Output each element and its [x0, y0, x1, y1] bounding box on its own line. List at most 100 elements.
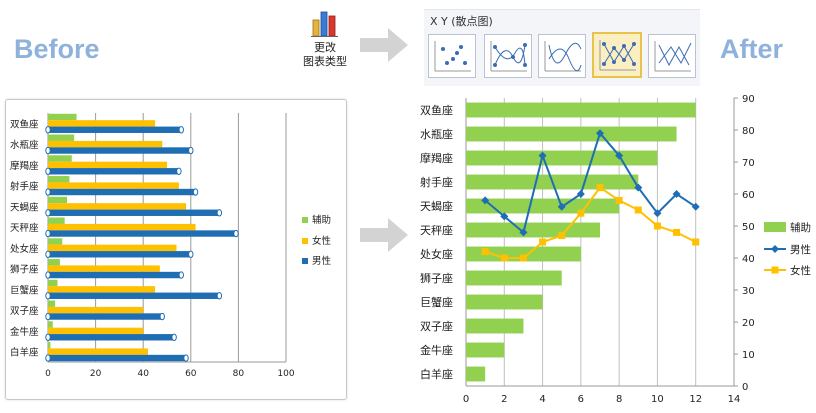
- scatter-straight-markers-icon: [599, 40, 636, 71]
- before-bar-handle-left: [45, 271, 51, 279]
- before-bar-handle-right: [188, 146, 194, 155]
- before-label: Before: [14, 34, 100, 64]
- before-category-label: 处女座: [10, 243, 39, 255]
- after-female-point: [481, 248, 489, 256]
- after-label: After: [720, 34, 784, 64]
- after-male-point: [538, 151, 547, 160]
- after-bar-assist: [466, 126, 677, 142]
- before-bar-female: [48, 306, 144, 314]
- after-x-tick-label: 12: [689, 394, 702, 405]
- change-chart-type-line1: 更改: [314, 41, 336, 54]
- scatter-straight-markers-option[interactable]: [592, 32, 642, 78]
- before-bar-handle-right: [216, 292, 223, 300]
- after-y2-tick-label: 30: [742, 286, 755, 297]
- before-bar-handle-right: [178, 126, 184, 134]
- before-chart-frame: 0 20 40 60 80 100 双鱼座 水瓶座 摩羯座 射手座 天蝎座 天秤座 处女座 狮子座 巨蟹座双…: [5, 99, 347, 400]
- before-bar-assist: [48, 259, 60, 266]
- before-category-label: 双子座: [10, 305, 39, 317]
- before-bar-male: [48, 168, 179, 175]
- before-bar-handle-left: [45, 229, 51, 238]
- after-female-point: [653, 222, 661, 230]
- after-y2-tick-label: 20: [742, 318, 755, 329]
- after-female-point: [500, 254, 508, 262]
- before-bar-assist: [48, 342, 51, 349]
- before-bar-handle-left: [45, 250, 51, 258]
- before-category-label: 巨蟹座: [10, 284, 39, 296]
- before-bar-assist: [48, 196, 68, 204]
- after-female-point: [519, 254, 527, 262]
- after-female-point: [539, 238, 547, 246]
- before-bar-female: [48, 244, 177, 252]
- after-female-point: [596, 184, 604, 192]
- after-bar-assist: [466, 270, 562, 286]
- before-bar-handle-right: [183, 354, 189, 362]
- before-bar-female: [48, 182, 179, 189]
- change-chart-type-button[interactable]: 更改 图表类型: [296, 6, 354, 69]
- before-bar-handle-left: [45, 209, 51, 217]
- after-bar-assist: [466, 342, 505, 358]
- before-legend-swatch: [302, 217, 308, 223]
- scatter-smooth-lines-option[interactable]: [538, 34, 586, 78]
- after-category-label: 双子座: [420, 319, 453, 333]
- arrow-bottom-icon: [360, 218, 408, 252]
- before-bar-male: [48, 354, 187, 362]
- before-bar-handle-right: [176, 167, 182, 175]
- before-bar-handle-left: [45, 167, 51, 175]
- before-x-tick-label: 0: [45, 369, 51, 379]
- before-bar-male: [48, 313, 163, 320]
- after-female-point: [673, 228, 681, 236]
- after-y2-tick-label: 80: [742, 126, 755, 137]
- after-y2-tick-label: 50: [742, 222, 755, 233]
- after-female-point: [692, 238, 700, 246]
- after-bar-assist: [466, 246, 581, 262]
- after-male-point: [519, 228, 528, 237]
- after-male-point: [634, 183, 643, 192]
- after-y2-tick-label: 0: [742, 382, 748, 393]
- change-chart-type-line2: 图表类型: [303, 55, 347, 68]
- after-bar-assist: [466, 222, 600, 238]
- after-category-label: 天蝎座: [420, 199, 453, 213]
- after-category-label: 射手座: [420, 175, 453, 189]
- before-category-label: 天秤座: [10, 222, 39, 234]
- before-x-tick-label: 60: [185, 369, 197, 379]
- before-bar-handle-left: [45, 188, 51, 196]
- before-bar-female: [48, 120, 156, 127]
- before-bar-female: [48, 286, 156, 293]
- after-y2-tick-label: 10: [742, 350, 755, 361]
- before-bar-assist: [48, 217, 65, 224]
- after-male-point: [500, 212, 509, 221]
- before-bar-handle-right: [171, 333, 177, 341]
- after-category-label: 处女座: [420, 247, 453, 261]
- before-bar-handle-right: [233, 229, 239, 238]
- before-bar-handle-right: [178, 271, 184, 279]
- after-legend-label-female: 女性: [790, 264, 811, 277]
- before-legend-swatch: [302, 258, 308, 264]
- after-category-label: 双鱼座: [420, 103, 453, 117]
- after-y2-tick-label: 70: [742, 158, 755, 169]
- after-category-label: 狮子座: [420, 271, 453, 285]
- after-male-point: [481, 196, 490, 205]
- scatter-straight-lines-option[interactable]: [648, 34, 696, 78]
- chart-type-icon: [311, 11, 338, 37]
- before-bar-handle-left: [45, 333, 51, 341]
- scatter-smooth-markers-option[interactable]: [484, 34, 532, 78]
- before-bar-handle-left: [45, 292, 51, 300]
- arrow-top-icon: [360, 28, 408, 62]
- scatter-straight-lines-icon: [654, 41, 692, 72]
- scatter-markers-only-option[interactable]: [428, 34, 476, 78]
- after-legend-label-assist: 辅助: [790, 221, 811, 234]
- after-female-point: [558, 232, 566, 240]
- after-category-label: 水瓶座: [420, 127, 453, 141]
- after-x-tick-label: 4: [539, 394, 545, 405]
- before-category-label: 水瓶座: [10, 139, 39, 151]
- after-male-point: [557, 202, 566, 211]
- before-bar-assist: [48, 321, 53, 328]
- before-bar-male: [48, 126, 182, 133]
- after-bar-assist: [466, 318, 524, 334]
- before-bar-male: [48, 271, 182, 279]
- scatter-smooth-lines-icon: [544, 41, 582, 72]
- before-bar-handle-right: [188, 250, 194, 258]
- before-chart: 0 20 40 60 80 100 双鱼座水瓶座摩羯座射手座天蝎座天秤座处女座狮子座巨蟹座双…: [10, 113, 332, 379]
- after-male-point: [576, 190, 585, 198]
- scatter-chart-gallery: X Y (散点图): [424, 9, 700, 86]
